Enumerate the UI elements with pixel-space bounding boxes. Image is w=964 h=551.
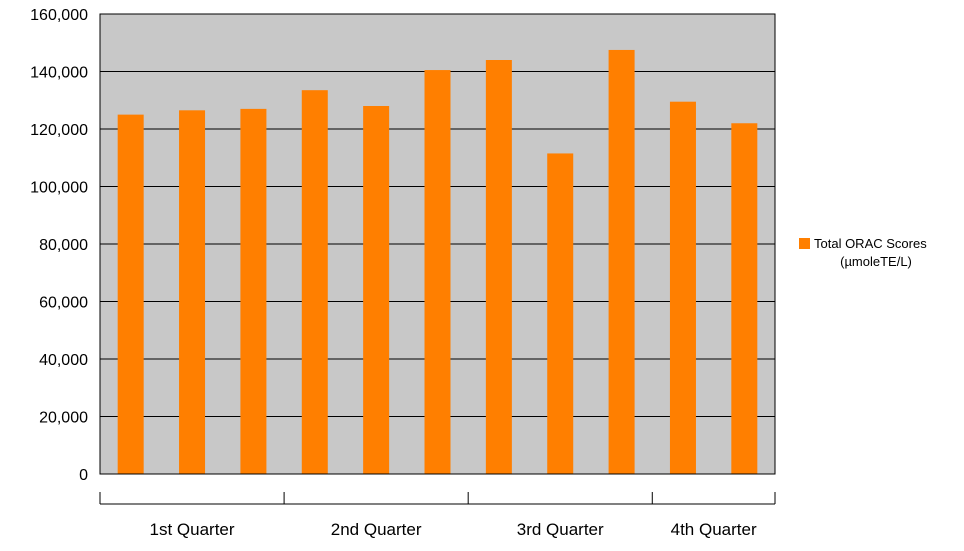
bar [485,60,512,474]
bar [731,123,758,474]
x-group-label: 3rd Quarter [517,520,604,539]
legend: Total ORAC Scores (µmoleTE/L) [799,236,927,269]
legend-unit-label: (µmoleTE/L) [840,254,912,269]
bar [669,101,696,474]
y-tick-label: 0 [79,467,88,484]
bar [240,108,267,474]
legend-label: Total ORAC Scores [814,236,927,251]
y-tick-label: 40,000 [39,352,88,369]
bar [301,90,328,474]
bar [117,114,144,474]
bar [608,49,635,474]
x-group-label: 1st Quarter [150,520,235,539]
bar [547,153,574,474]
y-tick-label: 80,000 [39,237,88,254]
y-axis-ticks: 0 20,000 40,000 60,000 80,000 100,000 120,000 1… [30,7,88,484]
y-tick-label: 160,000 [30,7,88,24]
bars [117,49,758,474]
y-tick-label: 140,000 [30,65,88,82]
y-tick-label: 20,000 [39,410,88,427]
legend-swatch [799,238,810,249]
bar [424,70,451,474]
x-group-label: 4th Quarter [671,520,757,539]
y-tick-label: 120,000 [30,122,88,139]
y-tick-label: 60,000 [39,295,88,312]
x-group-label: 2nd Quarter [331,520,422,539]
bar [179,110,206,474]
y-tick-label: 100,000 [30,180,88,197]
x-axis-groups: 1st Quarter 2nd Quarter 3rd Quarter 4th Qua… [99,492,776,539]
plot-frame [99,13,776,475]
bar [363,106,390,474]
